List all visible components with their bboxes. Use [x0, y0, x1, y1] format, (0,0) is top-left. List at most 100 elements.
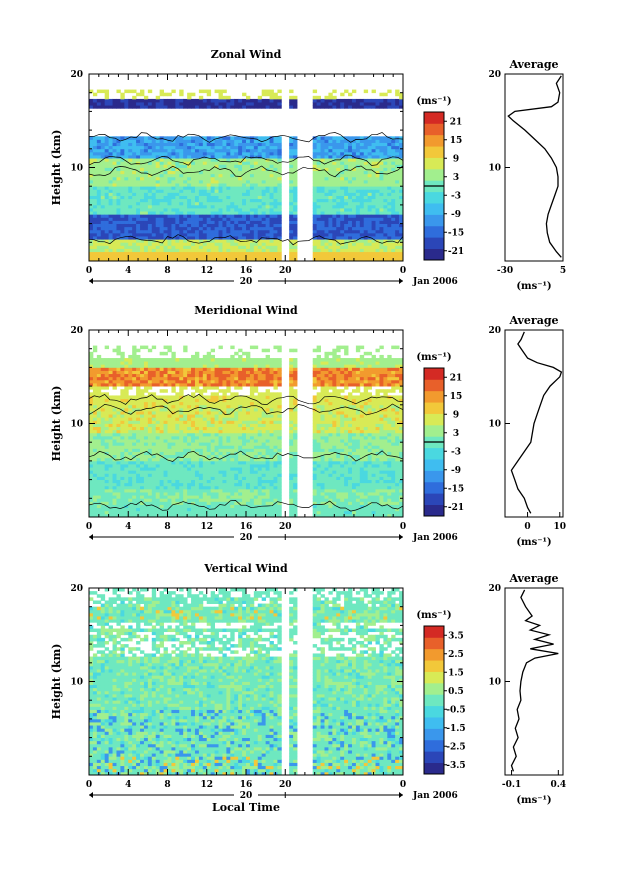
heatmap-cell: [355, 136, 361, 140]
heatmap-cell: [218, 257, 223, 262]
heatmap-cell: [175, 186, 180, 190]
heatmap-cell: [128, 448, 133, 452]
heatmap-cell: [273, 151, 278, 156]
heatmap-cell: [171, 386, 176, 390]
heatmap-cell: [140, 226, 145, 231]
heatmap-cell: [92, 420, 98, 424]
heatmap-cell: [120, 367, 125, 371]
heatmap-cell: [194, 495, 200, 499]
heatmap-cell: [198, 464, 204, 468]
heatmap-cell: [128, 204, 133, 209]
heatmap-cell: [179, 457, 184, 462]
heatmap-cell: [383, 223, 388, 228]
heatmap-cell: [151, 485, 157, 490]
heatmap-cell: [96, 451, 102, 456]
heatmap-cell: [100, 358, 106, 362]
heatmap-cell: [151, 189, 157, 193]
heatmap-cell: [171, 195, 176, 200]
heatmap-cell: [375, 136, 380, 140]
heatmap-cell: [359, 226, 365, 231]
heatmap-cell: [277, 245, 282, 249]
heatmap-cell: [395, 251, 400, 256]
heatmap-cell: [324, 223, 329, 228]
heatmap-cell: [316, 214, 321, 218]
heatmap-cell: [230, 176, 235, 181]
heatmap-cell: [312, 242, 318, 246]
heatmap-cell: [277, 226, 282, 231]
heatmap-cell: [100, 201, 106, 206]
heatmap-cell: [143, 183, 149, 187]
heatmap-cell: [179, 467, 184, 471]
heatmap-cell: [183, 254, 188, 259]
heatmap-cell: [100, 411, 106, 415]
heatmap-cell: [218, 192, 223, 196]
heatmap-cell: [128, 176, 133, 181]
heatmap-cell: [226, 236, 231, 240]
heatmap-cell: [124, 495, 129, 499]
heatmap-cell: [136, 161, 141, 165]
heatmap-cell: [159, 479, 164, 484]
heatmap-cell: [120, 482, 125, 487]
heatmap-cell: [277, 217, 282, 221]
heatmap-cell: [249, 179, 255, 184]
heatmap-cell: [395, 254, 400, 259]
heatmap-cell: [104, 429, 110, 434]
heatmap-cell: [159, 439, 164, 443]
heatmap-cell: [175, 485, 180, 490]
heatmap-cell: [104, 179, 110, 184]
heatmap-cell: [336, 201, 341, 206]
heatmap-cell: [253, 148, 259, 153]
heatmap-cell: [100, 179, 106, 184]
heatmap-cell: [92, 148, 98, 153]
heatmap-cell: [340, 254, 345, 259]
heatmap-cell: [293, 158, 298, 162]
heatmap-cell: [159, 158, 164, 162]
heatmap-cell: [210, 155, 216, 159]
heatmap-cell: [159, 448, 164, 452]
heatmap-cell: [395, 145, 400, 150]
heatmap-cell: [316, 232, 321, 237]
heatmap-cell: [143, 407, 149, 412]
heatmap-cell: [132, 220, 137, 224]
heatmap-cell: [367, 158, 373, 162]
heatmap-cell: [399, 217, 404, 221]
heatmap-cell: [210, 208, 216, 212]
heatmap-cell: [92, 189, 98, 193]
heatmap-cell: [140, 136, 145, 140]
heatmap-cell: [202, 370, 208, 375]
heatmap-cell: [194, 223, 200, 228]
heatmap-cell: [116, 186, 121, 190]
heatmap-cell: [316, 155, 321, 159]
heatmap-cell: [363, 105, 369, 109]
heatmap-cell: [167, 457, 172, 462]
heatmap-cell: [159, 398, 164, 403]
heatmap-cell: [183, 414, 188, 418]
heatmap-cell: [277, 189, 282, 193]
heatmap-cell: [348, 158, 353, 162]
heatmap-cell: [100, 498, 106, 502]
heatmap-cell: [171, 254, 176, 259]
heatmap-cell: [269, 251, 274, 256]
heatmap-cell: [179, 136, 184, 140]
heatmap-cell: [167, 464, 172, 468]
colorbar-label: 15: [450, 136, 463, 146]
heatmap-cell: [273, 92, 278, 97]
heatmap-cell: [140, 204, 145, 209]
heatmap-cell: [391, 189, 396, 193]
heatmap-cell: [175, 151, 180, 156]
heatmap-cell: [218, 236, 223, 240]
heatmap-cell: [151, 364, 157, 368]
heatmap-cell: [218, 220, 223, 224]
heatmap-cell: [175, 229, 180, 234]
heatmap-cell: [108, 513, 113, 518]
heatmap-cell: [159, 102, 164, 106]
heatmap-cell: [183, 429, 188, 434]
heatmap-cell: [151, 454, 157, 459]
heatmap-cell: [363, 176, 369, 181]
heatmap-cell: [391, 211, 396, 215]
heatmap-cell: [210, 161, 216, 165]
heatmap-cell: [175, 189, 180, 193]
heatmap-cell: [312, 195, 318, 200]
heatmap-cell: [312, 155, 318, 159]
heatmap-cell: [359, 220, 365, 224]
